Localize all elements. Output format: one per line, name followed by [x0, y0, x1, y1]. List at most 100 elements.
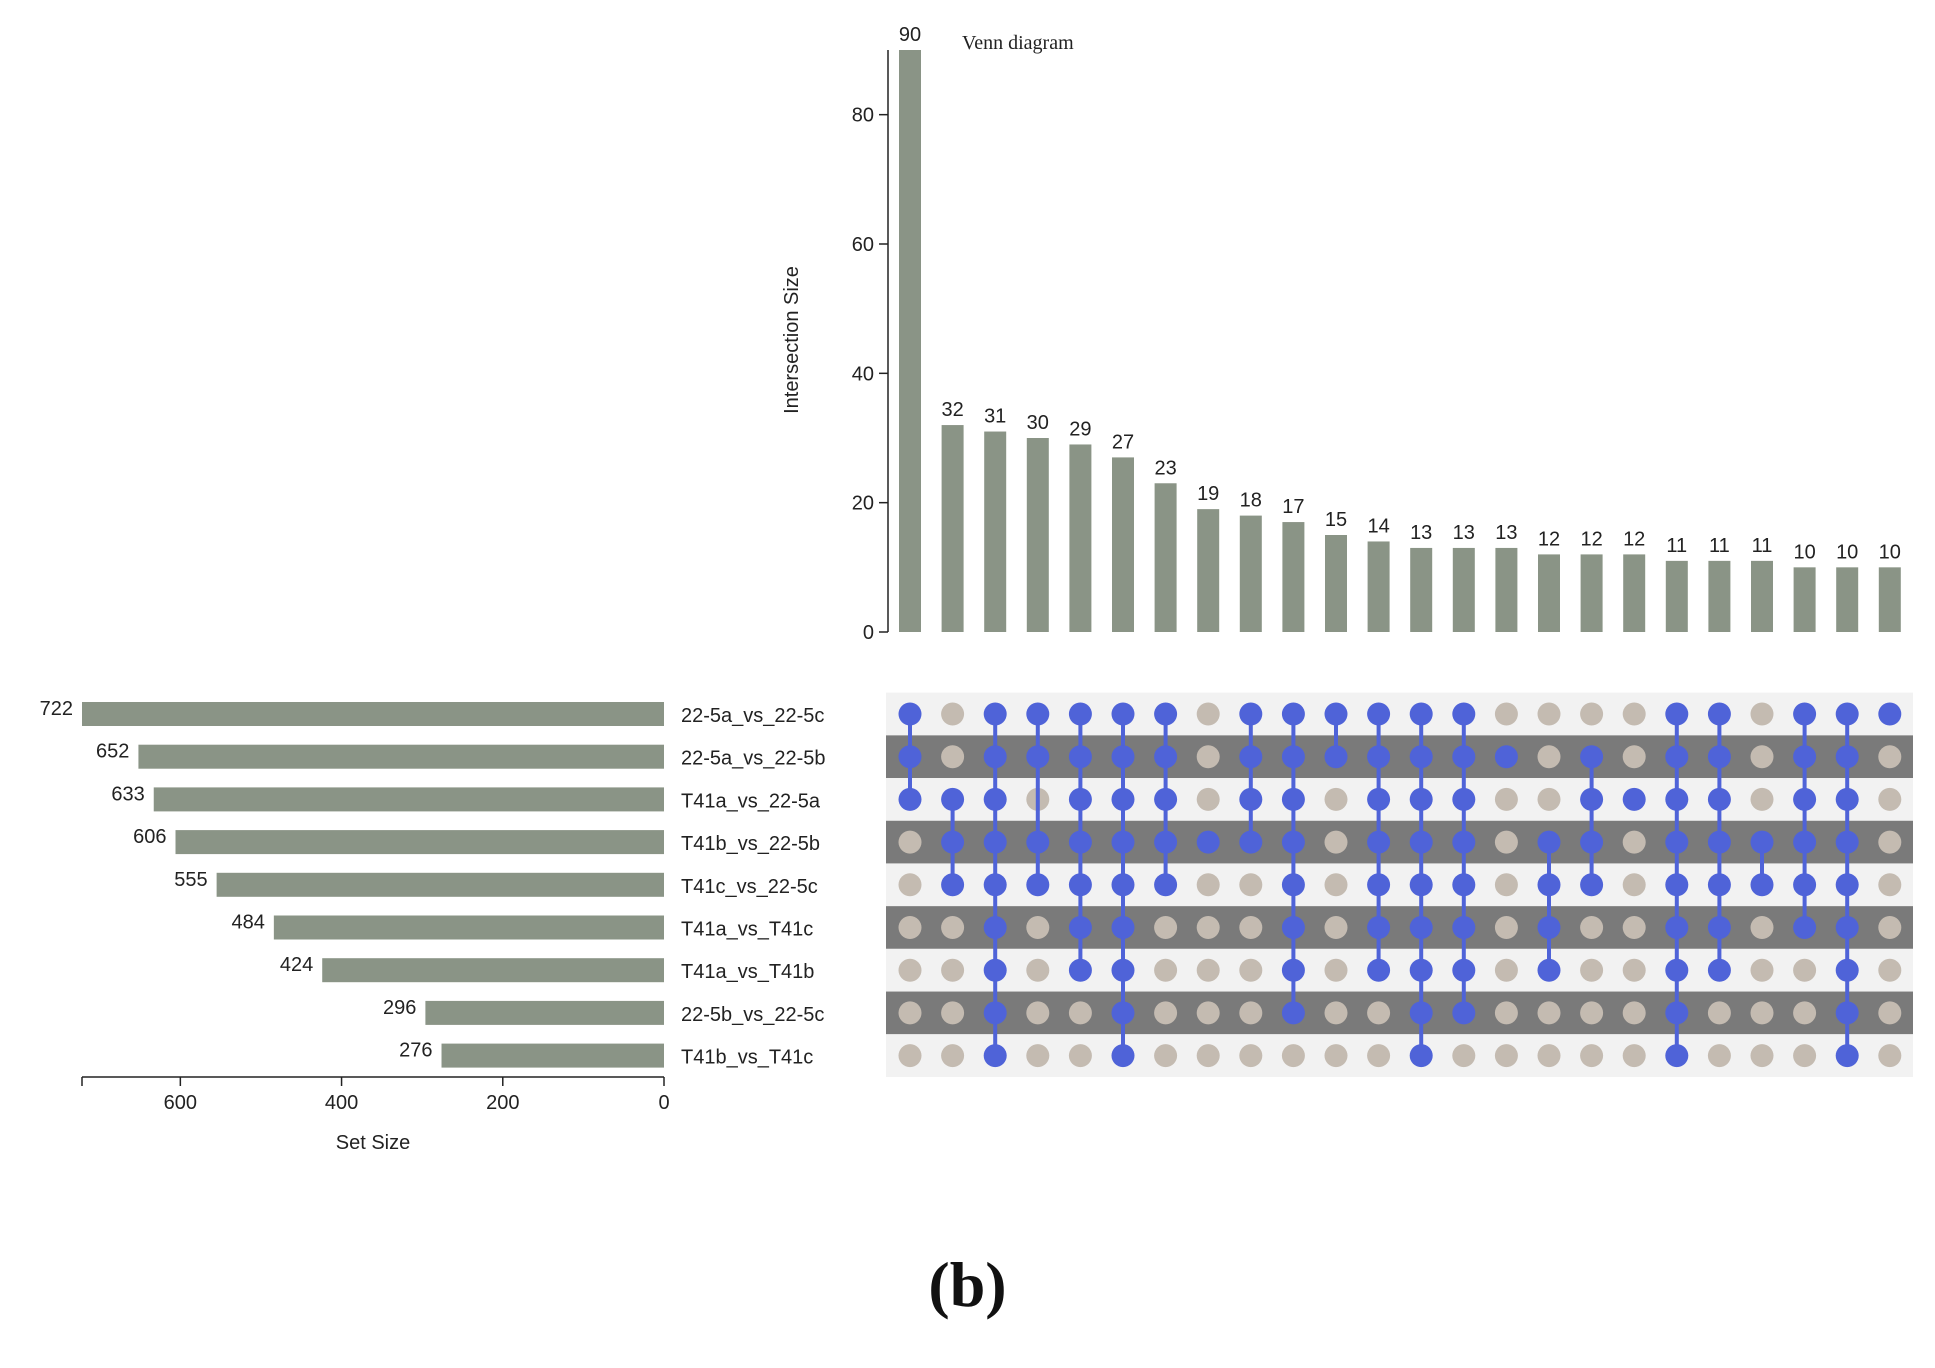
matrix-dot-active — [1026, 830, 1050, 854]
matrix-dot-inactive — [1622, 702, 1646, 726]
intersection-value-label: 13 — [1495, 522, 1517, 544]
matrix-dot-active — [1750, 830, 1774, 854]
intersection-bar — [1367, 541, 1390, 632]
matrix-dot-active — [1281, 787, 1305, 811]
matrix-dot-inactive — [1494, 1001, 1518, 1025]
intersection-value-label: 11 — [1709, 535, 1730, 557]
set-size-bars: 722 22-5a_vs_22-5c 652 22-5a_vs_22-5b 633 T41… — [40, 698, 826, 1069]
matrix-dot-active — [1068, 830, 1092, 854]
set-size-x-axis-label: Set Size — [336, 1132, 410, 1154]
intersection-value-label: 30 — [1027, 412, 1049, 434]
matrix-dot-active — [1665, 873, 1689, 897]
matrix-dot-active — [1452, 702, 1476, 726]
matrix-dot-active — [1665, 1044, 1689, 1068]
matrix-dot-active — [1154, 787, 1178, 811]
matrix-dot-inactive — [1622, 873, 1646, 897]
intersection-value-label: 19 — [1197, 483, 1219, 505]
set-name-label: T41c_vs_22-5c — [681, 876, 818, 898]
matrix-dot-inactive — [1196, 702, 1220, 726]
intersection-value-label: 27 — [1112, 431, 1134, 453]
matrix-dot-active — [1835, 745, 1859, 769]
matrix-dot-active — [1111, 1044, 1135, 1068]
matrix-dot-active — [1154, 830, 1178, 854]
matrix-dot-active — [983, 873, 1007, 897]
matrix-dot-inactive — [1878, 1001, 1902, 1025]
intersection-bar — [1410, 547, 1433, 632]
matrix-dot-active — [1281, 873, 1305, 897]
matrix-dot-active — [1281, 916, 1305, 939]
matrix-dot-active — [1068, 916, 1092, 939]
intersection-bar — [1197, 509, 1220, 632]
intersection-bar — [1836, 567, 1859, 632]
intersection-bar — [899, 50, 921, 632]
matrix-dot-active — [1409, 958, 1433, 982]
matrix-stripe — [886, 735, 1913, 779]
matrix-dot-inactive — [1367, 1044, 1391, 1068]
matrix-dot-inactive — [1494, 916, 1518, 939]
matrix-dot-active — [1111, 873, 1135, 897]
matrix-dot-inactive — [1324, 1001, 1348, 1025]
matrix-dot-inactive — [1622, 958, 1646, 982]
matrix-dot-inactive — [1537, 702, 1561, 726]
chart-title: Venn diagram — [962, 32, 1074, 54]
intersection-bar — [1069, 444, 1092, 632]
matrix-dot-active — [1494, 745, 1518, 769]
matrix-dot-active — [1281, 830, 1305, 854]
intersection-value-label: 12 — [1623, 528, 1645, 550]
matrix-dot-inactive — [1026, 1001, 1050, 1025]
matrix-dot-inactive — [941, 958, 965, 982]
set-size-bar — [216, 872, 664, 897]
set-size-bar — [322, 958, 664, 983]
matrix-dot-inactive — [1750, 958, 1774, 982]
matrix-dot-active — [1239, 830, 1263, 854]
matrix-dot-active — [1793, 873, 1817, 897]
matrix-dot-active — [983, 830, 1007, 854]
matrix-dot-inactive — [941, 916, 965, 939]
matrix-stripes — [886, 692, 1913, 1077]
set-size-value-label: 652 — [96, 741, 129, 763]
intersection-bar — [1623, 554, 1646, 632]
matrix-dot-inactive — [898, 830, 922, 854]
intersection-value-label: 15 — [1325, 509, 1347, 531]
figure-label: (b) — [928, 1249, 1007, 1320]
intersection-bar — [1751, 560, 1773, 632]
matrix-dot-active — [1452, 873, 1476, 897]
matrix-dot-active — [1580, 830, 1604, 854]
intersection-value-label: 11 — [1752, 535, 1773, 557]
matrix-dot-inactive — [1239, 958, 1263, 982]
set-size-bar — [175, 830, 664, 855]
matrix-dot-active — [1580, 745, 1604, 769]
matrix-dot-active — [1580, 873, 1604, 897]
matrix-dot-inactive — [1068, 1001, 1092, 1025]
set-size-value-label: 633 — [111, 783, 144, 805]
matrix-dot-active — [1409, 830, 1433, 854]
matrix-dot-inactive — [1537, 787, 1561, 811]
matrix-dot-inactive — [1239, 873, 1263, 897]
matrix-dot-inactive — [1793, 958, 1817, 982]
set-size-value-label: 555 — [174, 869, 207, 891]
matrix-dot-inactive — [1494, 1044, 1518, 1068]
matrix-dot-active — [1111, 787, 1135, 811]
intersection-bar — [1325, 535, 1347, 632]
matrix-dot-active — [1665, 745, 1689, 769]
matrix-dot-active — [1111, 830, 1135, 854]
matrix-dot-active — [1239, 702, 1263, 726]
matrix-dot-inactive — [1281, 1044, 1305, 1068]
matrix-dot-active — [1367, 830, 1391, 854]
matrix-dot-inactive — [1537, 1001, 1561, 1025]
intersection-bar — [1495, 547, 1518, 632]
matrix-dot-active — [1367, 745, 1391, 769]
intersection-value-label: 10 — [1836, 541, 1858, 563]
matrix-dot-active — [1409, 1001, 1433, 1025]
matrix-dot-inactive — [1878, 958, 1902, 982]
matrix-dot-inactive — [1196, 745, 1220, 769]
matrix-dot-active — [1367, 916, 1391, 939]
matrix-dot-inactive — [1324, 1044, 1348, 1068]
matrix-dot-inactive — [1707, 1044, 1731, 1068]
matrix-dot-inactive — [1324, 873, 1348, 897]
set-name-label: T41a_vs_22-5a — [681, 790, 821, 812]
matrix-dot-active — [1707, 873, 1731, 897]
set-size-value-label: 722 — [40, 698, 73, 720]
set-size-bar — [138, 744, 665, 769]
matrix-dot-active — [1835, 1001, 1859, 1025]
